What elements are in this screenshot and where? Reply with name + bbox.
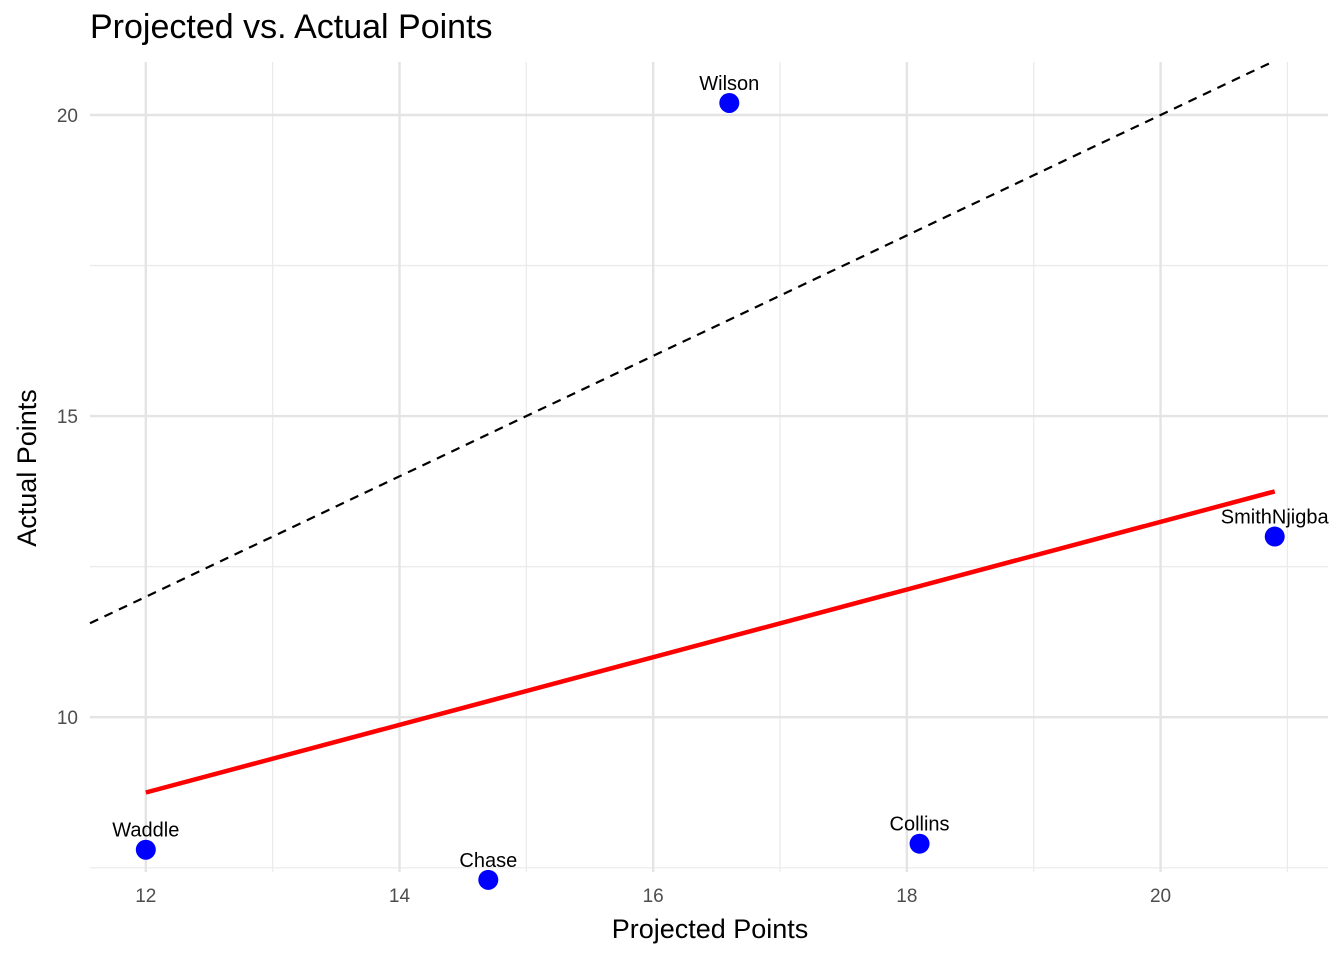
- point-labels: Wilson SmithNjigba Collins Waddle Chase: [112, 73, 1329, 872]
- x-tick-label: 16: [643, 886, 664, 907]
- x-tick-label: 12: [135, 886, 156, 907]
- y-axis-title: Actual Points: [12, 389, 42, 547]
- x-tick-label: 20: [1150, 886, 1171, 907]
- y-tick-label: 20: [57, 106, 78, 127]
- y-tick-label: 10: [57, 708, 78, 729]
- point-label: Chase: [459, 850, 517, 872]
- point-label: SmithNjigba: [1221, 507, 1330, 529]
- data-point: [135, 839, 156, 860]
- data-point: [909, 833, 930, 854]
- x-axis-title: Projected Points: [612, 914, 809, 944]
- chart-title: Projected vs. Actual Points: [90, 8, 493, 46]
- data-point: [1264, 526, 1285, 547]
- identity-reference-line: [89, 61, 1273, 625]
- point-label: Wilson: [699, 73, 759, 95]
- data-point: [478, 869, 499, 890]
- x-tick-labels: 12 14 16 18 20: [135, 886, 1171, 907]
- data-point: [719, 92, 740, 113]
- major-gridlines: [90, 62, 1328, 872]
- y-tick-label: 15: [57, 407, 78, 428]
- x-tick-label: 14: [389, 886, 411, 907]
- x-tick-label: 18: [896, 886, 917, 907]
- y-tick-labels: 10 15 20: [57, 106, 78, 729]
- point-label: Collins: [890, 814, 950, 836]
- dashed-reference-line: [89, 61, 1273, 625]
- minor-gridlines: [90, 62, 1328, 872]
- fit-line: [145, 489, 1276, 795]
- point-label: Waddle: [112, 820, 179, 842]
- regression-fit-line: [145, 489, 1276, 795]
- data-points: [135, 92, 1285, 890]
